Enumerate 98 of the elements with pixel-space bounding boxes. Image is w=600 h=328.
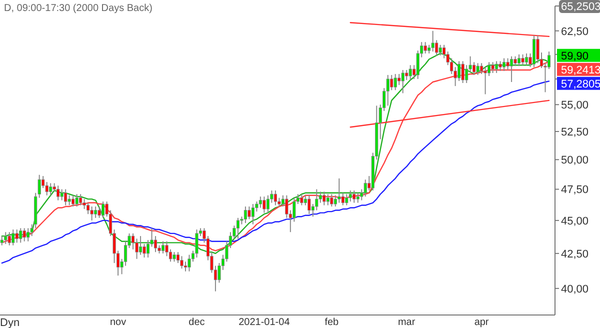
candlestick [341, 192, 344, 206]
x-tick-label: 2021-01-04 [238, 317, 290, 328]
y-tick-label: 52,50 [561, 126, 589, 138]
candlestick [94, 206, 98, 218]
candlestick [15, 228, 18, 244]
y-tick-label: 62,50 [561, 26, 589, 38]
candlestick [138, 236, 142, 256]
x-tick-label: mar [398, 317, 416, 328]
candlestick [484, 66, 487, 95]
candlestick [266, 194, 270, 214]
y-tick-label: 65,2503 [561, 1, 600, 13]
line-series [1, 80, 550, 264]
candlestick [524, 52, 528, 66]
candlestick [248, 206, 251, 220]
candlestick [308, 194, 311, 215]
candlestick [498, 60, 502, 72]
text: Dyn [0, 317, 20, 328]
candlestick [90, 206, 94, 221]
candlestick [72, 194, 75, 208]
candlestick [26, 228, 30, 242]
candlestick [536, 34, 540, 64]
candlestick [19, 228, 22, 244]
candlestick [8, 232, 11, 246]
candlestick [345, 194, 348, 206]
candlestick [146, 240, 150, 258]
candlestick [101, 201, 105, 218]
candlestick [68, 194, 71, 206]
y-tick-label: 45,00 [561, 215, 589, 228]
candlestick [318, 191, 322, 204]
text: 59,90 [561, 50, 589, 62]
candlestick [274, 190, 277, 206]
candlestick [338, 178, 341, 204]
candlestick [98, 206, 101, 218]
candlestick [442, 44, 446, 59]
candlestick [258, 196, 262, 208]
data-label: 59,2413 [561, 64, 600, 76]
candlestick [424, 42, 427, 54]
data-label: 57,2805 [561, 78, 600, 90]
candlestick [510, 56, 514, 82]
candlestick [491, 62, 494, 74]
candlestick [326, 194, 330, 206]
candlestick [438, 44, 442, 56]
candlestick [394, 73, 397, 91]
candlestick [322, 191, 326, 206]
candlestick [517, 54, 521, 67]
candlestick [49, 182, 52, 196]
candlestick [180, 256, 184, 270]
candlestick [364, 179, 367, 198]
y-tick-label: 42,50 [561, 248, 589, 260]
x-tick-label: apr [474, 317, 490, 328]
candlestick [22, 228, 26, 242]
candlestick [352, 190, 356, 204]
candlestick [79, 194, 82, 206]
candlestick [172, 252, 176, 262]
candlestick [86, 202, 90, 215]
candlestick [494, 60, 498, 74]
candlestick [398, 73, 401, 86]
candlestick [161, 240, 165, 254]
candlestick [12, 228, 15, 246]
y-tick-label: 47,50 [561, 184, 589, 196]
candlestick [56, 185, 60, 201]
x-tick-label: feb [324, 317, 340, 328]
candlestick [408, 64, 412, 80]
candlestick [195, 228, 198, 258]
candlestick [431, 30, 434, 52]
candlestick [514, 56, 517, 67]
candlestick [64, 188, 68, 206]
y-tick-label: 40,00 [561, 283, 589, 296]
candlestick [75, 194, 78, 208]
candlestick [461, 60, 464, 84]
candlestick [60, 188, 64, 201]
candlestick [244, 206, 248, 224]
candlestick [4, 232, 8, 245]
candlestick [480, 62, 484, 74]
candlestick [262, 196, 266, 214]
candlestick [188, 254, 191, 272]
candlestick [131, 232, 135, 250]
candlestick [356, 192, 360, 204]
candlestick [476, 62, 480, 76]
candlestick [390, 74, 394, 91]
candlestick [401, 70, 404, 94]
candlestick [236, 217, 240, 240]
x-tick-label: dec [188, 317, 205, 328]
candlestick [502, 58, 506, 72]
candlestick [300, 194, 304, 206]
candlestick [348, 190, 352, 202]
chart-title: D, 09:00-17:30 (2000 Days Back) [4, 3, 152, 14]
y-tick-label: 55,00 [561, 100, 589, 112]
candlestick [465, 64, 468, 84]
candlestick [0, 236, 4, 246]
x-tick-label: nov [110, 317, 126, 328]
candlestick [330, 194, 334, 208]
candlestick [521, 54, 524, 66]
y-tick-label: 50,00 [561, 154, 589, 167]
candlestick [405, 70, 408, 80]
candlestick [506, 58, 510, 71]
candlestick [251, 204, 255, 225]
candlestick [176, 252, 180, 264]
